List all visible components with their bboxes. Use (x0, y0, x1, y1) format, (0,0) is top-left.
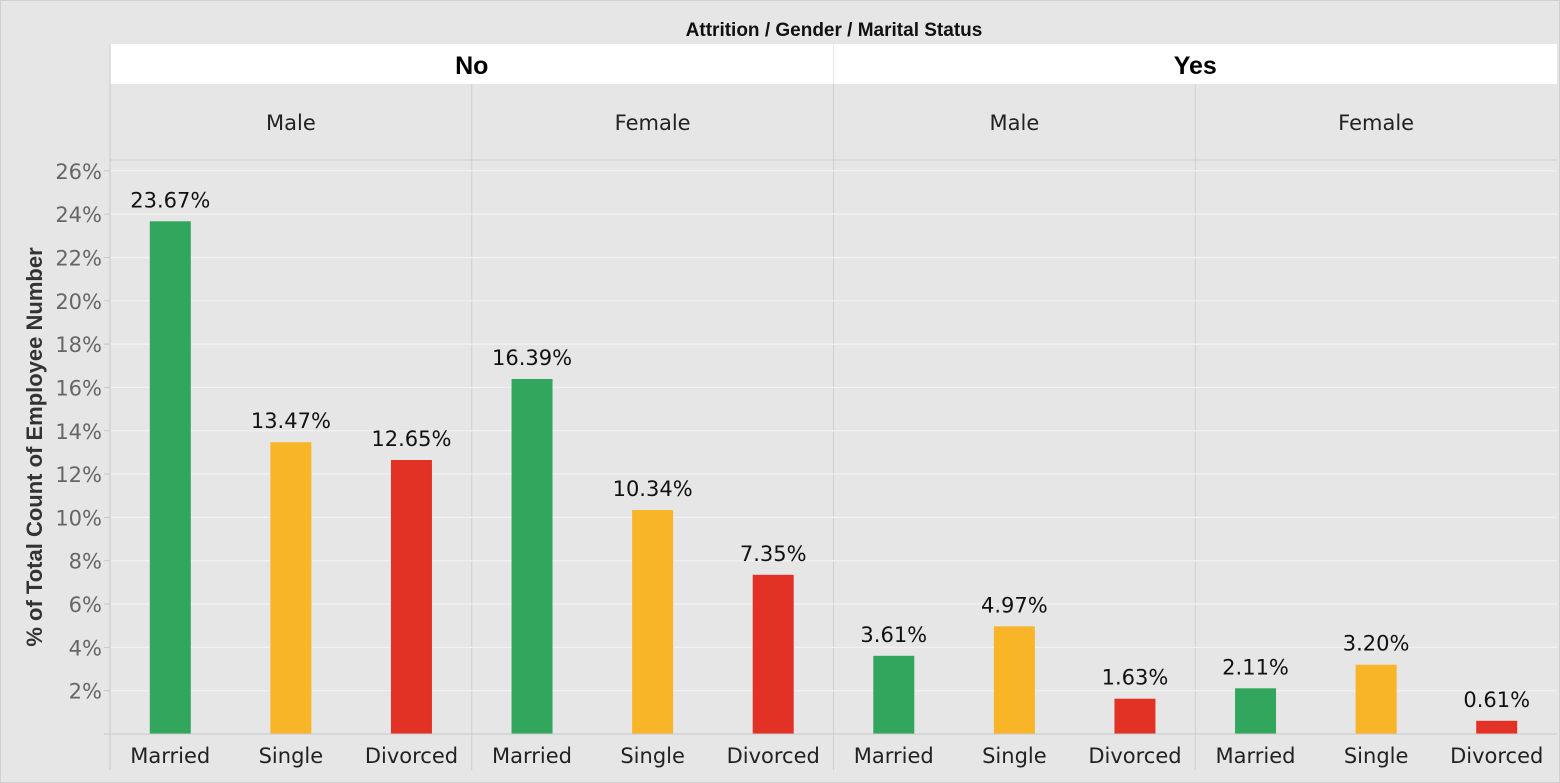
x-category-label: Married (492, 744, 572, 768)
bar-single (1355, 664, 1397, 734)
bar-value-label: 16.39% (492, 346, 572, 370)
x-category-label: Married (854, 744, 934, 768)
header-layer: No Male Female Yes Male Female (110, 44, 1557, 770)
bar-divorced (390, 459, 432, 734)
bar-value-label: 2.11% (1222, 655, 1289, 679)
attrition-header-label: No (455, 52, 488, 80)
x-category-label: Divorced (1088, 744, 1181, 768)
y-tick-label: 4% (69, 636, 102, 660)
y-tick-label: 14% (55, 420, 102, 444)
y-tick-label: 2% (69, 680, 102, 704)
bar-layer: 23.67% 13.47% 12.65% 16.39% 10.34% 7.35% 3.61%… (130, 188, 1530, 734)
bar-value-label: 3.61% (860, 623, 927, 647)
attrition-header-label: Yes (1174, 52, 1217, 80)
grid-layer (110, 170, 1557, 692)
gender-header-label: Male (266, 111, 316, 135)
x-category-label: Single (620, 744, 685, 768)
bar-married (149, 221, 191, 734)
chart-title: Attrition / Gender / Marital Status (686, 20, 983, 41)
bar-divorced (1476, 720, 1518, 734)
gender-header-label: Male (990, 111, 1040, 135)
gender-header-label: Female (1338, 111, 1414, 135)
bar-value-label: 7.35% (740, 542, 807, 566)
x-category-label: Divorced (1450, 744, 1543, 768)
y-tick-label: 16% (55, 376, 102, 400)
y-tick-label: 26% (55, 160, 102, 184)
bar-divorced (752, 574, 794, 734)
bar-value-label: 1.63% (1102, 666, 1169, 690)
bar-value-label: 4.97% (981, 593, 1048, 617)
bar-single (632, 510, 674, 734)
bar-married (873, 655, 915, 734)
y-tick-label: 8% (69, 550, 102, 574)
bar-divorced (1114, 698, 1156, 734)
attrition-header-cell (110, 44, 834, 84)
attrition-header-cell (833, 44, 1557, 84)
x-category-label: Married (130, 744, 210, 768)
y-tick-label: 22% (55, 246, 102, 270)
bar-value-label: 10.34% (613, 477, 693, 501)
x-category-label: Single (259, 744, 324, 768)
bar-single (993, 626, 1035, 734)
bar-single (270, 442, 312, 734)
y-tick-label: 20% (55, 290, 102, 314)
y-tick-label: 10% (55, 506, 102, 530)
x-category-label: Divorced (727, 744, 820, 768)
bar-value-label: 13.47% (251, 409, 331, 433)
y-tick-label: 12% (55, 463, 102, 487)
axis-layer: 2% 4% 6% 8% 10% 12% 14% 16% 18% 20% 22% 24% 26% Marri… (55, 44, 1557, 770)
y-tick-label: 6% (69, 593, 102, 617)
bar-value-label: 3.20% (1343, 632, 1410, 656)
bar-value-label: 0.61% (1463, 688, 1530, 712)
y-tick-label: 18% (55, 333, 102, 357)
bar-value-label: 23.67% (130, 188, 210, 212)
x-category-label: Married (1216, 744, 1296, 768)
x-category-label: Single (1344, 744, 1409, 768)
x-category-label: Single (982, 744, 1047, 768)
x-category-label: Divorced (365, 744, 458, 768)
bar-value-label: 12.65% (371, 427, 451, 451)
y-tick-label: 24% (55, 203, 102, 227)
bar-married (511, 378, 553, 734)
bar-married (1235, 688, 1277, 734)
gender-header-label: Female (615, 111, 691, 135)
y-axis-title: % of Total Count of Employee Number (22, 247, 47, 647)
